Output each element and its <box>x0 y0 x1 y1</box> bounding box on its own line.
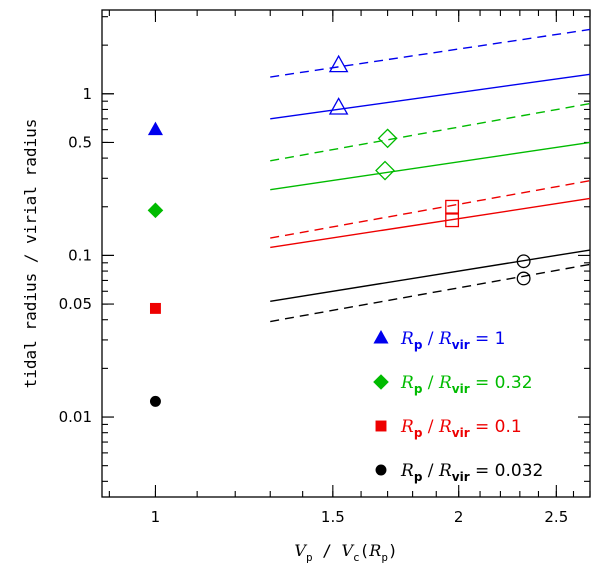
series-square <box>270 179 591 249</box>
y-tick-label: 0.01 <box>59 408 92 426</box>
open-marker-circle <box>516 271 531 286</box>
legend-label-triangle: Rp / Rvir = 1 <box>400 329 506 352</box>
solid-line-triangle <box>270 73 591 120</box>
x-axis-label: Vp / Vc(Rp) <box>294 541 397 564</box>
legend-label-diamond: Rp / Rvir = 0.32 <box>400 373 533 396</box>
open-marker-diamond <box>375 160 395 181</box>
dashed-line-square <box>270 179 591 239</box>
series-circle <box>270 249 591 323</box>
x-tick-label: 1 <box>151 508 161 526</box>
y-axis-label: tidal radius / virial radius <box>21 119 40 389</box>
open-marker-triangle <box>328 97 349 115</box>
solid-line-square <box>270 197 591 249</box>
series-diamond <box>270 102 591 191</box>
series-triangle <box>270 28 591 120</box>
legend-marker-triangle <box>373 329 389 344</box>
legend-label-square: Rp / Rvir = 0.1 <box>400 417 522 440</box>
filled-point-diamond <box>147 202 164 219</box>
dashed-line-diamond <box>270 102 591 162</box>
open-marker-square <box>445 213 460 228</box>
solid-line-diamond <box>270 141 591 191</box>
x-tick-label: 1.5 <box>321 508 345 526</box>
open-marker-diamond <box>377 128 398 149</box>
x-tick-label: 2 <box>454 508 464 526</box>
open-marker-circle <box>516 254 531 269</box>
legend-label-circle: Rp / Rvir = 0.032 <box>400 461 543 484</box>
dashed-line-triangle <box>270 28 591 78</box>
x-tick-label: 2.5 <box>544 508 568 526</box>
legend-marker-circle <box>375 464 387 476</box>
plot-frame <box>101 9 591 498</box>
y-tick-label: 0.5 <box>68 133 92 151</box>
open-marker-triangle <box>328 54 349 73</box>
y-tick-label: 1 <box>82 85 92 103</box>
filled-point-triangle <box>147 121 163 136</box>
legend-marker-diamond <box>373 374 389 390</box>
filled-point-square <box>149 302 161 314</box>
filled-point-circle <box>149 395 161 407</box>
open-marker-square <box>445 199 460 214</box>
dashed-line-circle <box>270 263 591 323</box>
y-tick-label: 0.05 <box>59 295 92 313</box>
y-tick-label: 0.1 <box>68 246 92 264</box>
solid-line-circle <box>270 249 591 303</box>
legend-marker-square <box>375 420 387 432</box>
